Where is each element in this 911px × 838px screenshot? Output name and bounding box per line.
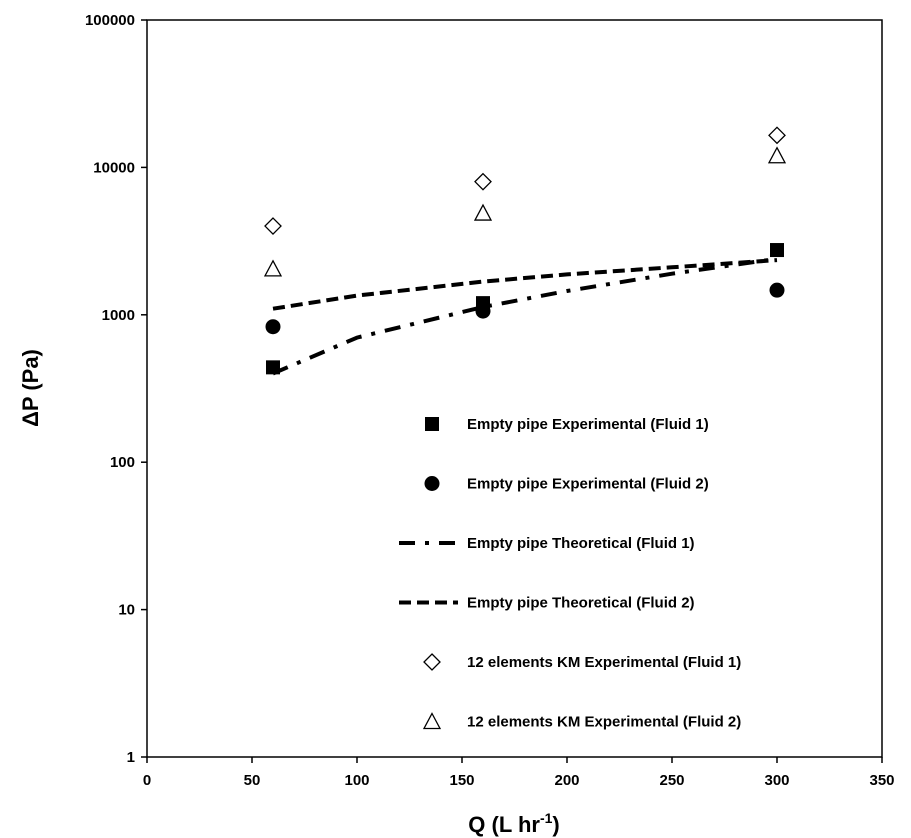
legend-item: 12 elements KM Experimental (Fluid 1) xyxy=(423,653,741,671)
legend-item: 12 elements KM Experimental (Fluid 2) xyxy=(422,712,741,731)
y-tick-label: 100 xyxy=(110,454,135,471)
series-6 xyxy=(263,146,787,277)
y-tick-label: 10000 xyxy=(93,159,135,176)
series-layer xyxy=(263,126,787,376)
x-tick-label: 100 xyxy=(344,772,369,789)
y-tick-label: 10 xyxy=(118,602,135,619)
data-point xyxy=(768,126,786,145)
legend-item: Empty pipe Experimental (Fluid 1) xyxy=(425,416,709,433)
legend-label: Empty pipe Theoretical (Fluid 1) xyxy=(467,535,695,552)
x-axis-title: Q (L hr-1) xyxy=(468,810,560,837)
data-point xyxy=(264,217,282,235)
data-point xyxy=(474,172,492,191)
legend-marker xyxy=(423,653,441,671)
data-point xyxy=(266,360,280,375)
x-tick-label: 350 xyxy=(869,772,894,789)
x-tick-label: 300 xyxy=(764,772,789,789)
plot-area xyxy=(146,19,883,758)
x-axis-title-exponent: -1 xyxy=(540,810,553,826)
legend-item: Empty pipe Theoretical (Fluid 2) xyxy=(399,595,695,612)
x-tick-label: 250 xyxy=(659,772,684,789)
y-tick-label: 100000 xyxy=(85,12,135,29)
legend-marker xyxy=(424,476,440,491)
y-tick-label: 1 xyxy=(127,749,135,766)
x-axis-title-unit: L hr xyxy=(499,812,541,837)
data-point xyxy=(265,319,281,335)
y-axis-title: ΔP (Pa) xyxy=(18,349,43,427)
x-tick-label: 150 xyxy=(449,772,474,789)
legend-label: Empty pipe Theoretical (Fluid 2) xyxy=(467,595,695,612)
legend-label: 12 elements KM Experimental (Fluid 2) xyxy=(467,714,741,731)
x-axis-ticks: 0 50 100 150 200 250 300 350 xyxy=(143,757,895,789)
x-axis-title-main: Q xyxy=(468,812,485,837)
legend-item: Empty pipe Experimental (Fluid 2) xyxy=(424,476,709,493)
legend-label: Empty pipe Experimental (Fluid 1) xyxy=(467,416,709,433)
legend-label: 12 elements KM Experimental (Fluid 1) xyxy=(467,654,741,671)
data-point xyxy=(767,146,787,164)
legend-marker xyxy=(422,712,442,730)
series-2 xyxy=(265,282,785,335)
legend-item: Empty pipe Theoretical (Fluid 1) xyxy=(399,535,695,552)
data-point xyxy=(770,243,784,258)
series-line-4 xyxy=(272,258,778,311)
data-point xyxy=(475,303,491,319)
x-tick-label: 50 xyxy=(244,772,261,789)
data-point xyxy=(473,203,493,221)
series-5 xyxy=(264,126,786,235)
legend-label: Empty pipe Experimental (Fluid 2) xyxy=(467,476,709,493)
x-tick-label: 200 xyxy=(554,772,579,789)
y-axis-ticks: 1 10 100 1000 10000 100000 xyxy=(85,12,147,766)
y-tick-label: 1000 xyxy=(102,307,135,324)
data-point xyxy=(769,282,785,298)
legend-marker xyxy=(425,417,439,431)
data-point xyxy=(263,259,283,277)
x-tick-label: 0 xyxy=(143,772,151,789)
legend: Empty pipe Experimental (Fluid 1) Empty p… xyxy=(399,416,741,731)
